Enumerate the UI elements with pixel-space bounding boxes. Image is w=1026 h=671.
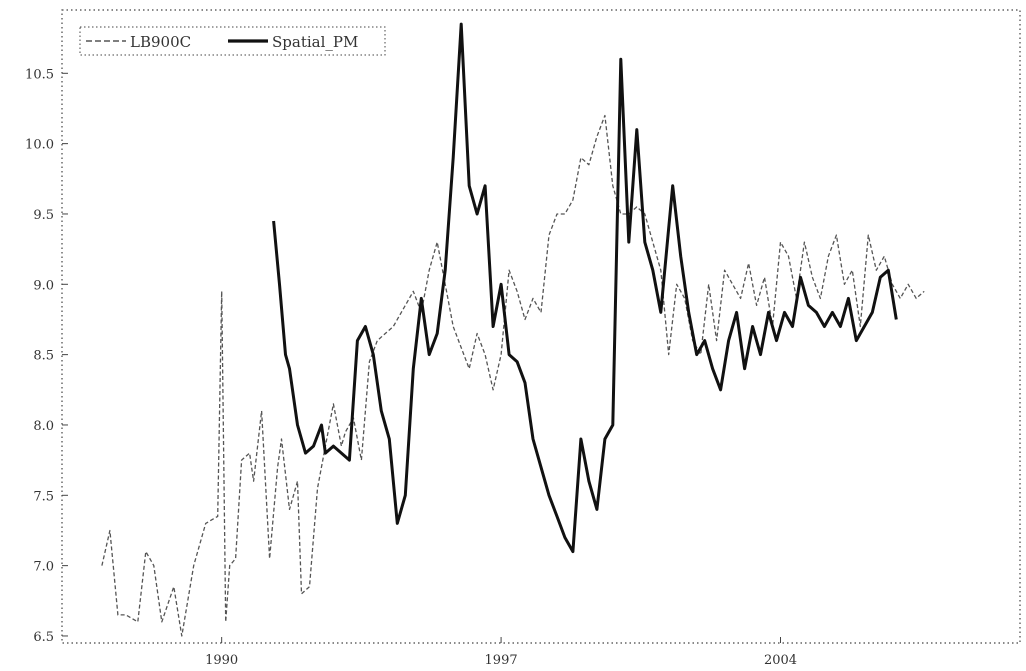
x-axis: 1990 1997 2004 <box>205 637 797 668</box>
y-tick-label: 8.0 <box>33 419 54 434</box>
plot-frame <box>61 9 1021 644</box>
x-tick-label: 2004 <box>764 653 797 668</box>
legend: LB900C Spatial_PM <box>79 26 386 56</box>
y-tick-label: 9.0 <box>33 278 54 293</box>
y-tick-label: 10.0 <box>25 138 54 153</box>
y-axis: 6.5 7.0 7.5 8.0 8.5 9.0 9.5 10.0 10.5 <box>25 67 68 645</box>
legend-label-spatial-pm: Spatial_PM <box>272 33 358 51</box>
series-layer <box>101 22 925 637</box>
legend-label-lb900c: LB900C <box>130 33 191 51</box>
x-tick-label: 1990 <box>205 653 238 668</box>
series-line-spatial-pm <box>272 22 898 554</box>
y-tick-label: 8.5 <box>33 349 54 364</box>
y-tick-label: 7.5 <box>33 489 54 504</box>
y-tick-label: 9.5 <box>33 208 54 223</box>
series-line-lb900c <box>101 114 925 637</box>
y-tick-label: 7.0 <box>33 560 54 575</box>
y-tick-label: 10.5 <box>25 67 54 82</box>
y-tick-label: 6.5 <box>33 630 54 645</box>
x-tick-label: 1997 <box>485 653 518 668</box>
